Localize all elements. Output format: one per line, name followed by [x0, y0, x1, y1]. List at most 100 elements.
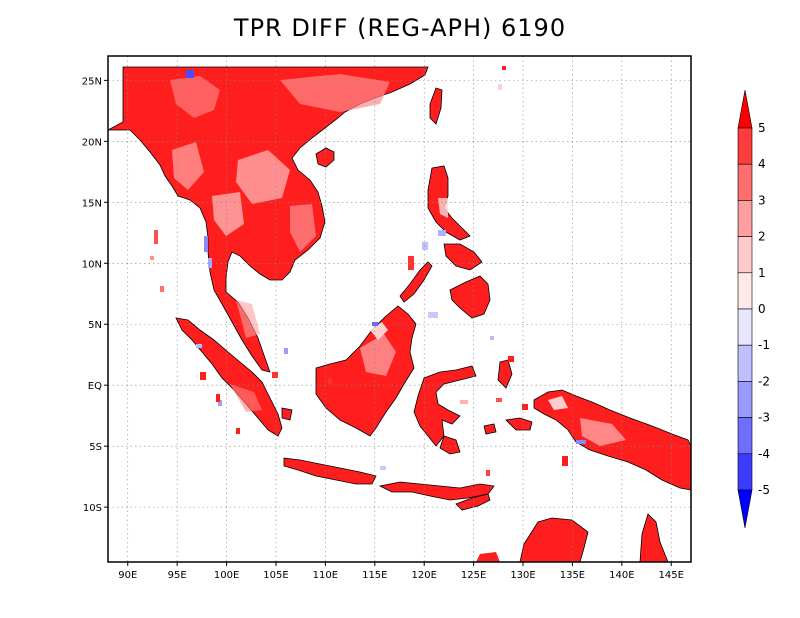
x-tick-label: 145E	[659, 570, 684, 581]
taiwan-island	[429, 87, 443, 125]
blue-speck	[380, 466, 386, 470]
colorbar-segment	[737, 200, 753, 237]
red-speck	[508, 356, 514, 362]
colorbar-segment	[737, 308, 753, 346]
blue-speck	[218, 400, 222, 406]
red-speck	[216, 394, 220, 402]
colorbar-segment	[737, 417, 753, 455]
x-tick-label: 90E	[118, 570, 137, 581]
colorbar-segment	[737, 127, 753, 165]
sulawesi-island	[413, 365, 477, 447]
australia-north-coast	[519, 517, 589, 562]
red-speck	[460, 400, 468, 404]
x-tick-label: 115E	[362, 570, 387, 581]
halmahera-island	[497, 359, 513, 389]
colorbar-segment	[737, 163, 753, 201]
colorbar-label: 1	[758, 266, 766, 280]
y-tick-label: 10S	[83, 503, 102, 514]
colorbar-min-arrow	[737, 489, 753, 529]
australia-west-fragment	[476, 552, 500, 562]
colorbar-label: -4	[758, 447, 770, 461]
light-patch-vietnam	[290, 204, 316, 252]
y-axis-ticks: 25N 20N 15N 10N 5N EQ 5S 10S	[82, 76, 108, 514]
colorbar-segment	[737, 344, 753, 382]
x-tick-label: 140E	[609, 570, 634, 581]
java-island	[283, 457, 377, 485]
colorbar-label: 3	[758, 193, 766, 207]
hainan-island	[315, 147, 335, 168]
lesser-sunda-islands	[378, 481, 495, 501]
blue-speck	[576, 440, 586, 444]
colorbar-label: 0	[758, 302, 766, 316]
light-patch-luzon	[438, 198, 448, 218]
pale-patch-papua-coast	[548, 396, 568, 410]
red-speck	[272, 372, 278, 378]
colorbar-label: 2	[758, 230, 766, 244]
light-patch-malaysia	[236, 300, 260, 338]
colorbar-label: -3	[758, 411, 770, 425]
red-speck	[236, 428, 240, 434]
map-frame	[107, 55, 692, 563]
bangka-island	[281, 407, 293, 421]
light-patch-thailand	[212, 192, 244, 236]
light-patch-borneo	[360, 334, 396, 376]
mindanao-island	[449, 275, 491, 319]
colorbar-label: 4	[758, 157, 766, 171]
light-patch-myanmar	[172, 142, 204, 190]
colorbar-label: -1	[758, 338, 770, 352]
colorbar-segment	[737, 381, 753, 418]
red-speck	[522, 404, 528, 410]
x-tick-label: 125E	[461, 570, 486, 581]
red-speck	[498, 84, 502, 90]
light-patch-sumatra	[230, 384, 262, 412]
colorbar-label: 5	[758, 121, 766, 135]
light-patch-south-china	[280, 74, 390, 112]
light-patch-yunnan	[170, 76, 220, 118]
red-speck	[154, 230, 158, 244]
red-speck	[496, 398, 502, 402]
colorbar-max-arrow	[737, 89, 753, 129]
buru-island	[483, 423, 497, 435]
x-axis-ticks: 90E 95E 100E 105E 110E 115E 120E 125E 130E 135E 14…	[118, 562, 684, 581]
blue-speck	[422, 242, 428, 250]
y-tick-label: 25N	[82, 76, 102, 87]
y-tick-label: 5S	[89, 442, 102, 453]
colorbar-label: -5	[758, 483, 770, 497]
luzon-island	[427, 165, 471, 241]
y-tick-label: EQ	[88, 381, 102, 392]
x-tick-label: 135E	[560, 570, 585, 581]
cape-york-peninsula	[639, 513, 669, 562]
palawan-island	[399, 261, 433, 303]
y-tick-label: 15N	[82, 198, 102, 209]
map-plot-area	[108, 56, 691, 562]
light-patch-new-guinea	[580, 418, 626, 446]
blue-speck	[186, 70, 194, 78]
grid-lines	[108, 56, 691, 562]
red-speck	[200, 372, 206, 380]
y-tick-label: 20N	[82, 137, 102, 148]
map-title: TPR DIFF (REG-APH) 6190	[233, 14, 567, 42]
x-tick-label: 105E	[263, 570, 288, 581]
blue-speck	[428, 312, 438, 318]
seram-island	[505, 417, 533, 431]
red-speck	[160, 286, 164, 292]
colorbar-segment	[737, 453, 753, 491]
colorbar-segment	[737, 236, 753, 274]
y-tick-label: 10N	[82, 259, 102, 270]
blue-speck	[438, 230, 446, 236]
timor-island	[455, 493, 491, 511]
colorbar: 5 4 3 2 1 0 -1 -2 -3 -4 -5	[737, 89, 770, 529]
sumatra-island	[175, 317, 283, 437]
mainland-southeast-asia	[108, 66, 429, 373]
colorbar-label: -2	[758, 374, 770, 388]
red-speck	[328, 378, 332, 384]
blue-speck	[196, 344, 202, 348]
blue-speck	[284, 348, 288, 354]
red-speck	[562, 456, 568, 466]
blue-speck	[204, 236, 208, 252]
visayas-islands	[443, 243, 483, 271]
y-tick-label: 5N	[88, 320, 102, 331]
blue-speck	[208, 258, 212, 268]
sulawesi-southeast-arm	[439, 435, 461, 455]
